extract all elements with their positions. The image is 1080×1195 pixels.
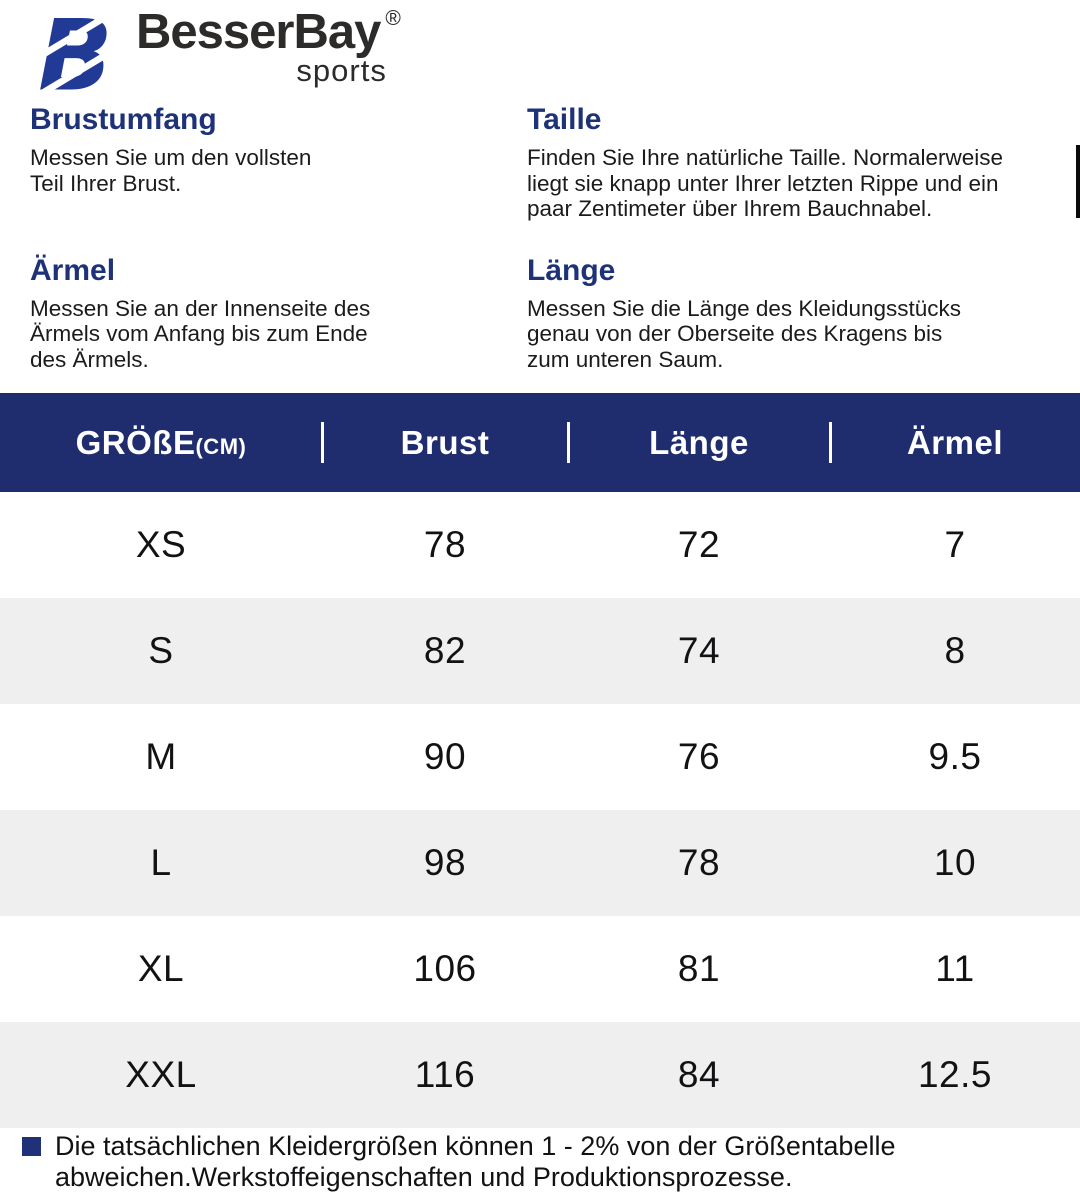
table-row-s: S 82 74 8 xyxy=(0,598,1080,704)
size-chart-table: GRÖßE(CM) Brust Länge Ärmel XS 78 72 7 S… xyxy=(0,393,1080,1128)
cell-brust: 98 xyxy=(423,842,467,883)
square-bullet-icon xyxy=(22,1137,41,1156)
table-row-xl: XL 106 81 11 xyxy=(0,916,1080,1022)
brand-header: B BesserBay ® sports xyxy=(26,6,401,102)
cell-aermel: 8 xyxy=(944,630,966,671)
cell-brust: 78 xyxy=(423,524,467,565)
table-row-xs: XS 78 72 7 xyxy=(0,492,1080,598)
section-taille: Taille Finden Sie Ihre natürliche Taille… xyxy=(527,103,1054,222)
table-row-m: M 90 76 9.5 xyxy=(0,704,1080,810)
cell-brust: 90 xyxy=(423,736,467,777)
registered-trademark-icon: ® xyxy=(385,7,401,30)
section-text-line: paar Zentimeter über Ihrem Bauchnabel. xyxy=(527,196,933,221)
cell-laenge: 76 xyxy=(677,736,721,777)
cell-laenge: 84 xyxy=(677,1054,721,1095)
section-aermel: Ärmel Messen Sie an der Innenseite des Ä… xyxy=(30,254,527,373)
cell-aermel: 7 xyxy=(944,524,966,565)
cell-laenge: 81 xyxy=(677,948,721,989)
cell-brust: 116 xyxy=(414,1054,476,1095)
cell-aermel: 12.5 xyxy=(917,1054,992,1095)
section-text-line: Teil Ihrer Brust. xyxy=(30,170,182,196)
cell-brust: 106 xyxy=(413,948,477,989)
cell-brust: 82 xyxy=(423,630,467,671)
section-text-line: Ärmels vom Anfang bis zum Ende xyxy=(30,321,368,346)
section-title-brustumfang: Brustumfang xyxy=(30,103,217,136)
section-laenge: Länge Messen Sie die Länge des Kleidungs… xyxy=(527,254,1054,373)
disclaimer-footnote: Die tatsächlichen Kleidergrößen können 1… xyxy=(22,1131,1068,1193)
footnote-line: Die tatsächlichen Kleidergrößen können 1… xyxy=(55,1131,896,1161)
header-cell-aermel: Ärmel xyxy=(906,423,1004,461)
cell-size: XS xyxy=(135,524,187,565)
footnote-line: abweichen.Werkstoffeigenschaften und Pro… xyxy=(55,1162,793,1192)
cell-size: S xyxy=(148,630,174,671)
cell-aermel: 11 xyxy=(935,948,975,989)
header-column-divider xyxy=(829,422,832,463)
cell-laenge: 72 xyxy=(677,524,721,565)
brand-name: BesserBay xyxy=(136,5,381,59)
section-text-line: des Ärmels. xyxy=(30,346,149,372)
cell-size: M xyxy=(145,736,177,777)
cell-aermel: 10 xyxy=(933,842,977,883)
cell-laenge: 74 xyxy=(677,630,721,671)
header-column-divider xyxy=(321,422,324,463)
cell-size: XXL xyxy=(125,1054,197,1095)
cell-size: XL xyxy=(137,948,185,989)
cell-aermel: 9.5 xyxy=(928,736,982,777)
cell-size: L xyxy=(150,842,172,883)
section-text-line: Messen Sie die Länge des Kleidungsstücks xyxy=(527,295,962,321)
section-text-line: genau von der Oberseite des Kragens bis xyxy=(527,321,943,346)
section-text-line: liegt sie knapp unter Ihrer letzten Ripp… xyxy=(527,170,999,196)
cell-laenge: 78 xyxy=(677,842,721,883)
section-text-line: Finden Sie Ihre natürliche Taille. Norma… xyxy=(527,145,1004,170)
section-title-laenge: Länge xyxy=(527,253,616,287)
header-cell-brust: Brust xyxy=(400,423,490,461)
section-title-taille: Taille xyxy=(527,103,602,136)
section-text-line: zum unteren Saum. xyxy=(527,346,724,372)
header-column-divider xyxy=(567,422,570,463)
measurement-instructions: Brustumfang Messen Sie um den vollsten T… xyxy=(30,103,1054,372)
brand-subtitle: sports xyxy=(296,53,387,88)
right-edge-artifact xyxy=(1076,145,1080,218)
brand-text: BesserBay ® sports xyxy=(136,5,401,88)
section-brustumfang: Brustumfang Messen Sie um den vollsten T… xyxy=(30,103,527,222)
header-cell-groesse: GRÖßE(CM) xyxy=(75,423,247,461)
section-title-aermel: Ärmel xyxy=(30,253,116,287)
besserbay-logo-icon: B xyxy=(26,6,128,102)
section-text-line: Messen Sie um den vollsten xyxy=(30,145,312,170)
section-text-line: Messen Sie an der Innenseite des xyxy=(30,295,371,321)
table-row-l: L 98 78 10 xyxy=(0,810,1080,916)
size-table-header-row: GRÖßE(CM) Brust Länge Ärmel xyxy=(0,393,1080,492)
header-cell-laenge: Länge xyxy=(649,423,749,461)
table-row-xxl: XXL 116 84 12.5 xyxy=(0,1022,1080,1128)
